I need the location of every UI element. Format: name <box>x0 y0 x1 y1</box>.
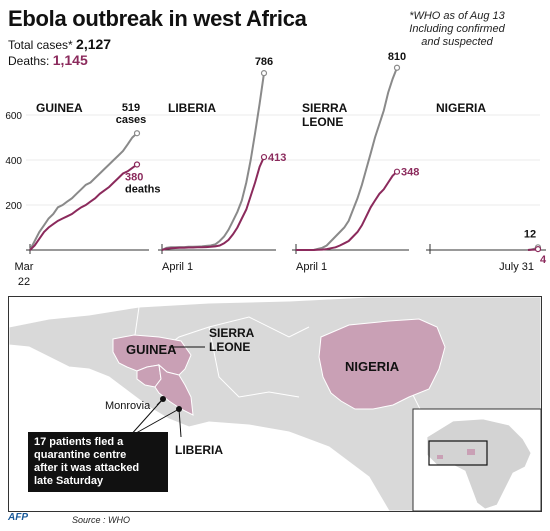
map-label-sierra: SIERRA <box>209 326 255 340</box>
panel-title-nigeria: NIGERIA <box>436 101 486 115</box>
sierra-cases-endpoint <box>393 64 401 71</box>
sierra-cases-line <box>296 67 398 251</box>
panel-title-line2-sierra: LEONE <box>302 115 343 129</box>
map-label-monrovia: Monrovia <box>105 400 151 412</box>
sierra-deaths-endpoint <box>393 168 401 175</box>
afp-logo: AFP <box>8 512 28 523</box>
data-label-sierra-cases: 810 <box>388 51 406 63</box>
data-label-nigeria-deaths: 4 <box>540 254 547 266</box>
deaths-label: Deaths: <box>8 54 50 68</box>
total-cases: Total cases* 2,127 <box>8 36 111 52</box>
page-title: Ebola outbreak in west Africa <box>8 6 307 31</box>
note-line-1: *WHO as of Aug 13 <box>409 10 505 22</box>
liberia-shape <box>154 363 194 416</box>
x-label-sierra: April 1 <box>296 261 327 273</box>
x-label-guinea-month: Mar <box>15 261 34 273</box>
data-label-sierra-deaths: 348 <box>401 167 419 179</box>
liberia-deaths-endpoint <box>260 153 268 161</box>
liberia-cases-line <box>161 73 265 251</box>
map-svg: GUINEA SIERRA LEONE NIGERIA Monrovia LIB… <box>9 297 541 511</box>
deaths-value: 1,145 <box>52 52 88 68</box>
liberia-cases-endpoint <box>260 70 268 77</box>
deaths-total: Deaths: 1,145 <box>8 52 88 68</box>
guinea-cases-line <box>29 132 138 251</box>
data-label-liberia-deaths: 413 <box>268 152 286 164</box>
source-label: Source : WHO <box>72 515 131 525</box>
nigeria-shape <box>318 318 446 410</box>
nigeria-deaths-endpoint <box>534 246 542 253</box>
x-label-nigeria: July 31 <box>499 261 534 273</box>
series-label-guinea-deaths: deaths <box>125 184 160 196</box>
note-line-3: and suspected <box>421 36 493 48</box>
x-label-guinea-day: 22 <box>18 276 30 288</box>
panel-title-liberia: LIBERIA <box>168 101 216 115</box>
callout-line-1: 17 patients fled a <box>34 436 124 448</box>
panel-title-guinea: GUINEA <box>36 101 83 115</box>
total-cases-value: 2,127 <box>76 36 112 52</box>
africa-inset-highlight <box>428 440 488 466</box>
liberia-deaths-line <box>161 156 265 251</box>
data-label-nigeria-cases: 12 <box>524 228 536 240</box>
guinea-cases-endpoint <box>133 130 141 137</box>
map-label-nigeria: NIGERIA <box>345 359 400 374</box>
x-label-liberia: April 1 <box>162 261 193 273</box>
map-label-guinea: GUINEA <box>126 342 177 357</box>
y-tick-label-0: 200 <box>5 201 22 212</box>
callout-line-4: late Saturday <box>34 475 104 487</box>
quarantine-callout: 17 patients fled a quarantine centre aft… <box>28 432 168 492</box>
callout-line-2: quarantine centre <box>34 449 127 461</box>
total-cases-label: Total cases* <box>8 38 73 52</box>
data-label-guinea-cases: 519 <box>122 102 140 114</box>
series-label-guinea-cases: cases <box>116 114 147 126</box>
y-tick-label-1: 400 <box>5 156 22 167</box>
data-label-liberia-cases: 786 <box>255 56 273 68</box>
africa-inset <box>412 408 541 511</box>
y-tick-label-2: 600 <box>5 111 22 122</box>
panel-title-sierra: SIERRA <box>302 101 348 115</box>
note-line-2: Including confirmed <box>409 23 505 35</box>
map-label-liberia: LIBERIA <box>175 443 223 457</box>
map-label-leone: LEONE <box>209 340 250 354</box>
guinea-deaths-endpoint <box>133 161 141 168</box>
guinea-deaths-line <box>29 163 138 251</box>
data-label-guinea-deaths: 380 <box>125 172 143 184</box>
sierra-deaths-line <box>296 170 398 251</box>
footnote: *WHO as of Aug 13 Including confirmed an… <box>372 10 542 49</box>
callout-line-3: after it was attacked <box>34 462 140 474</box>
